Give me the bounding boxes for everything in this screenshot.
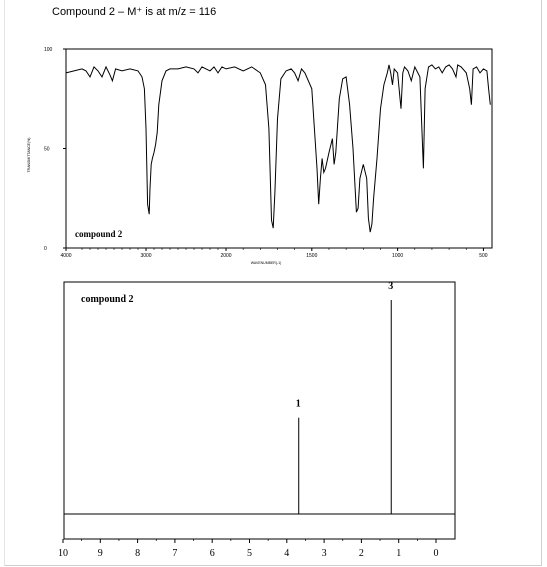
- ir-y-axis: 100 50 0: [44, 47, 66, 252]
- nmr-peak-label: 1: [296, 399, 301, 410]
- nmr-x-axis: 10 9 8 7 6 5 4 3 2 1 0: [58, 539, 439, 559]
- ir-y-tick-label: 0: [44, 246, 47, 252]
- ir-compound-label: compound 2: [75, 229, 123, 239]
- ir-x-tick-label: 1000: [392, 253, 403, 259]
- ir-x-tick-label: 500: [479, 253, 488, 259]
- ir-y-tick-label: 50: [44, 147, 50, 153]
- nmr-x-tick-label: 3: [322, 548, 327, 559]
- nmr-plot-frame: [63, 281, 456, 540]
- ir-x-tick-label: 4000: [60, 253, 71, 259]
- page-heading: Compound 2 – M⁺ is at m/z = 116: [52, 6, 217, 18]
- page-frame: [4, 0, 542, 566]
- nmr-x-tick-label: 5: [247, 548, 252, 559]
- nmr-x-tick-label: 1: [396, 548, 401, 559]
- ir-y-axis-label: TRANSMITTANCE(%): [27, 138, 31, 173]
- nmr-x-tick-label: 6: [210, 548, 215, 559]
- nmr-x-tick-label: 9: [98, 548, 103, 559]
- nmr-compound-label: compound 2: [81, 294, 134, 305]
- nmr-peak-label: 3: [388, 281, 393, 292]
- ir-x-axis-label: WAVENUMBER(-1): [251, 261, 282, 265]
- ir-x-tick-label: 1500: [306, 253, 317, 259]
- nmr-x-tick-label: 10: [58, 548, 68, 559]
- ir-y-tick-label: 100: [44, 47, 53, 53]
- nmr-x-tick-label: 4: [284, 548, 289, 559]
- ir-x-tick-label: 2000: [220, 253, 231, 259]
- nmr-x-tick-label: 2: [359, 548, 364, 559]
- nmr-peaks: 13: [296, 281, 393, 514]
- nmr-x-tick-label: 0: [434, 548, 439, 559]
- ir-x-axis: 4000 3000 2000 1500 1000 500: [60, 248, 488, 259]
- ir-transmittance-line: [65, 64, 491, 233]
- nmr-x-tick-label: 8: [135, 548, 140, 559]
- ir-x-tick-label: 3000: [140, 253, 151, 259]
- nmr-x-tick-label: 7: [172, 548, 177, 559]
